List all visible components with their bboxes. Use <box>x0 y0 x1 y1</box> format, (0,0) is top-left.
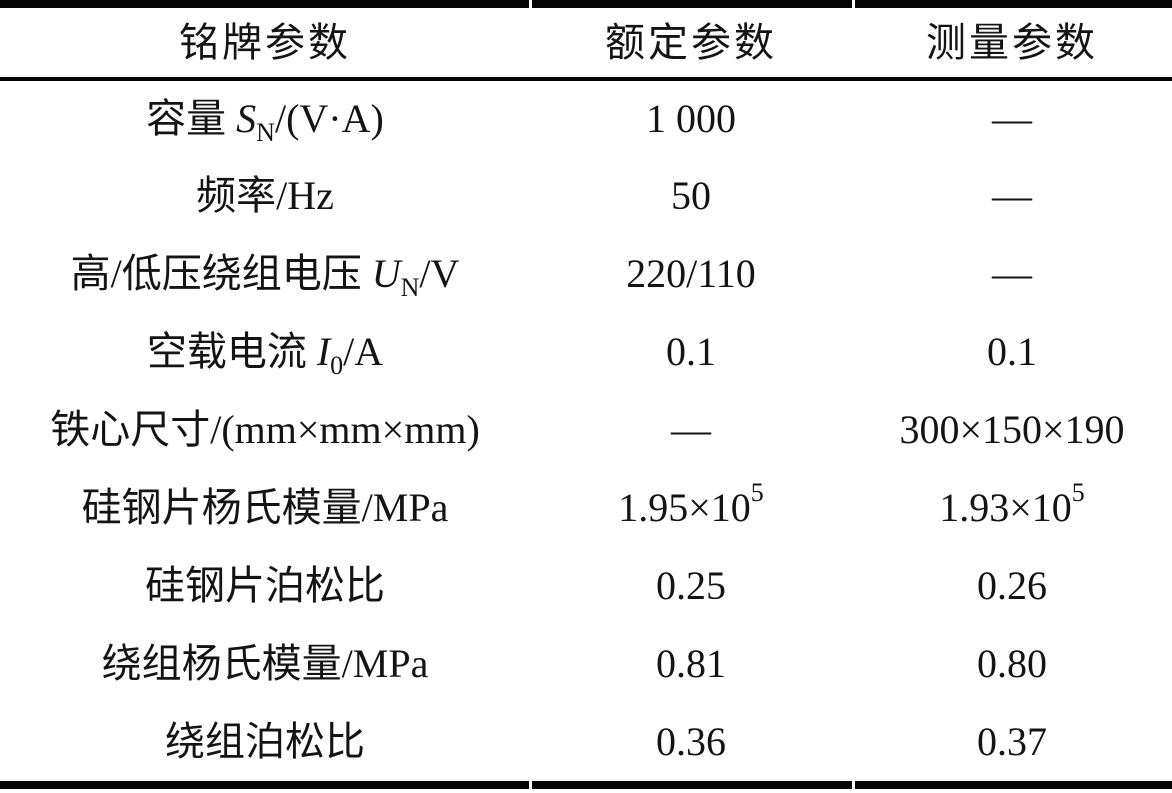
segment-text: 频率/Hz <box>196 173 334 218</box>
cell-rated: 1.95×105 <box>530 469 852 547</box>
header-nameplate-parameter: 铭牌参数 <box>0 8 530 81</box>
segment-text: — <box>671 407 711 452</box>
cell-label: 频率/Hz <box>0 157 530 235</box>
segment-text: /V <box>419 251 460 296</box>
table-row: 空载电流 I0/A 0.1 0.1 <box>0 313 1172 391</box>
segment-text: 空载电流 <box>146 329 317 374</box>
segment-text: 绕组泊松比 <box>165 719 365 764</box>
segment-text: 高/低压绕组电压 <box>70 251 372 296</box>
segment-text: 300×150×190 <box>899 407 1125 452</box>
table-header: 铭牌参数 额定参数 测量参数 <box>0 8 1172 81</box>
parameter-table: 铭牌参数 额定参数 测量参数 容量 SN/(V·A) 1 000— 频率/Hz 50—… <box>0 8 1172 781</box>
table-row: 绕组杨氏模量/MPa 0.81 0.80 <box>0 625 1172 703</box>
segment-text: 铁心尺寸/(mm×mm×mm) <box>50 407 480 452</box>
segment-sup: 5 <box>1071 478 1085 507</box>
segment-text: 硅钢片泊松比 <box>145 563 385 608</box>
segment-text: /A <box>343 329 384 374</box>
cell-label: 空载电流 I0/A <box>0 313 530 391</box>
cell-label: 铁心尺寸/(mm×mm×mm) <box>0 391 530 469</box>
segment-text: 0.80 <box>977 641 1047 686</box>
cell-measured: 1.93×105 <box>852 469 1172 547</box>
segment-i: I <box>316 329 331 374</box>
cell-measured: — <box>852 235 1172 313</box>
cell-label: 绕组泊松比 <box>0 703 530 781</box>
segment-text: 0.36 <box>656 719 726 764</box>
segment-text: 0.37 <box>977 719 1047 764</box>
segment-text: 220/110 <box>626 251 756 296</box>
segment-text: 1 000 <box>646 96 736 141</box>
table-bottom-rule <box>0 781 1172 789</box>
table-top-rule <box>0 0 1172 8</box>
cell-measured: 0.37 <box>852 703 1172 781</box>
segment-sup: 5 <box>750 478 764 507</box>
cell-label: 硅钢片泊松比 <box>0 547 530 625</box>
rule-segment <box>855 0 1172 8</box>
cell-measured: 300×150×190 <box>852 391 1172 469</box>
segment-text: 0.25 <box>656 563 726 608</box>
segment-text: 绕组杨氏模量/MPa <box>101 641 429 686</box>
cell-rated: 1 000 <box>530 79 852 157</box>
segment-sub: 0 <box>330 351 344 380</box>
segment-sub: N <box>256 118 275 147</box>
cell-rated: 0.25 <box>530 547 852 625</box>
cell-rated: 0.81 <box>530 625 852 703</box>
cell-label: 容量 SN/(V·A) <box>0 79 530 157</box>
segment-text: 50 <box>671 173 711 218</box>
segment-text: 0.26 <box>977 563 1047 608</box>
table-row: 高/低压绕组电压 UN/V 220/110 — <box>0 235 1172 313</box>
cell-measured: 0.26 <box>852 547 1172 625</box>
table-row: 频率/Hz 50 — <box>0 157 1172 235</box>
cell-measured: 0.1 <box>852 313 1172 391</box>
cell-rated: 0.1 <box>530 313 852 391</box>
segment-text: — <box>992 251 1032 296</box>
cell-rated: 50 <box>530 157 852 235</box>
segment-text: — <box>992 96 1032 141</box>
table-body: 容量 SN/(V·A) 1 000— 频率/Hz 50— 高/低压绕组电压 UN/V 22… <box>0 79 1172 781</box>
segment-text: 0.81 <box>656 641 726 686</box>
segment-text: 容量 <box>146 96 237 141</box>
cell-label: 高/低压绕组电压 UN/V <box>0 235 530 313</box>
cell-label: 绕组杨氏模量/MPa <box>0 625 530 703</box>
cell-label: 硅钢片杨氏模量/MPa <box>0 469 530 547</box>
segment-text: 0.1 <box>666 329 716 374</box>
cell-rated: 220/110 <box>530 235 852 313</box>
segment-text: 0.1 <box>987 329 1037 374</box>
segment-text: 1.95×10 <box>618 485 751 530</box>
segment-text: 硅钢片杨氏模量/MPa <box>81 485 449 530</box>
rule-segment <box>532 781 852 789</box>
table-row: 硅钢片杨氏模量/MPa 1.95×105 1.93×105 <box>0 469 1172 547</box>
header-row: 铭牌参数 额定参数 测量参数 <box>0 8 1172 81</box>
rule-segment <box>0 0 529 8</box>
segment-text: /(V·A) <box>274 96 384 141</box>
cell-rated: — <box>530 391 852 469</box>
segment-text: — <box>992 173 1032 218</box>
rule-segment <box>855 781 1172 789</box>
segment-i: U <box>371 251 401 296</box>
segment-i: S <box>236 96 257 141</box>
cell-measured: 0.80 <box>852 625 1172 703</box>
table-row: 容量 SN/(V·A) 1 000 — <box>0 79 1172 157</box>
cell-measured: — <box>852 79 1172 157</box>
table-row: 硅钢片泊松比 0.25 0.26 <box>0 547 1172 625</box>
rule-segment <box>0 781 529 789</box>
header-measured-parameter: 测量参数 <box>852 8 1172 81</box>
rule-segment <box>532 0 852 8</box>
cell-rated: 0.36 <box>530 703 852 781</box>
table-row: 绕组泊松比 0.36 0.37 <box>0 703 1172 781</box>
cell-measured: — <box>852 157 1172 235</box>
header-rated-parameter: 额定参数 <box>530 8 852 81</box>
segment-text: 1.93×10 <box>939 485 1072 530</box>
table-row: 铁心尺寸/(mm×mm×mm) — 300×150×190 <box>0 391 1172 469</box>
segment-sub: N <box>400 273 420 302</box>
